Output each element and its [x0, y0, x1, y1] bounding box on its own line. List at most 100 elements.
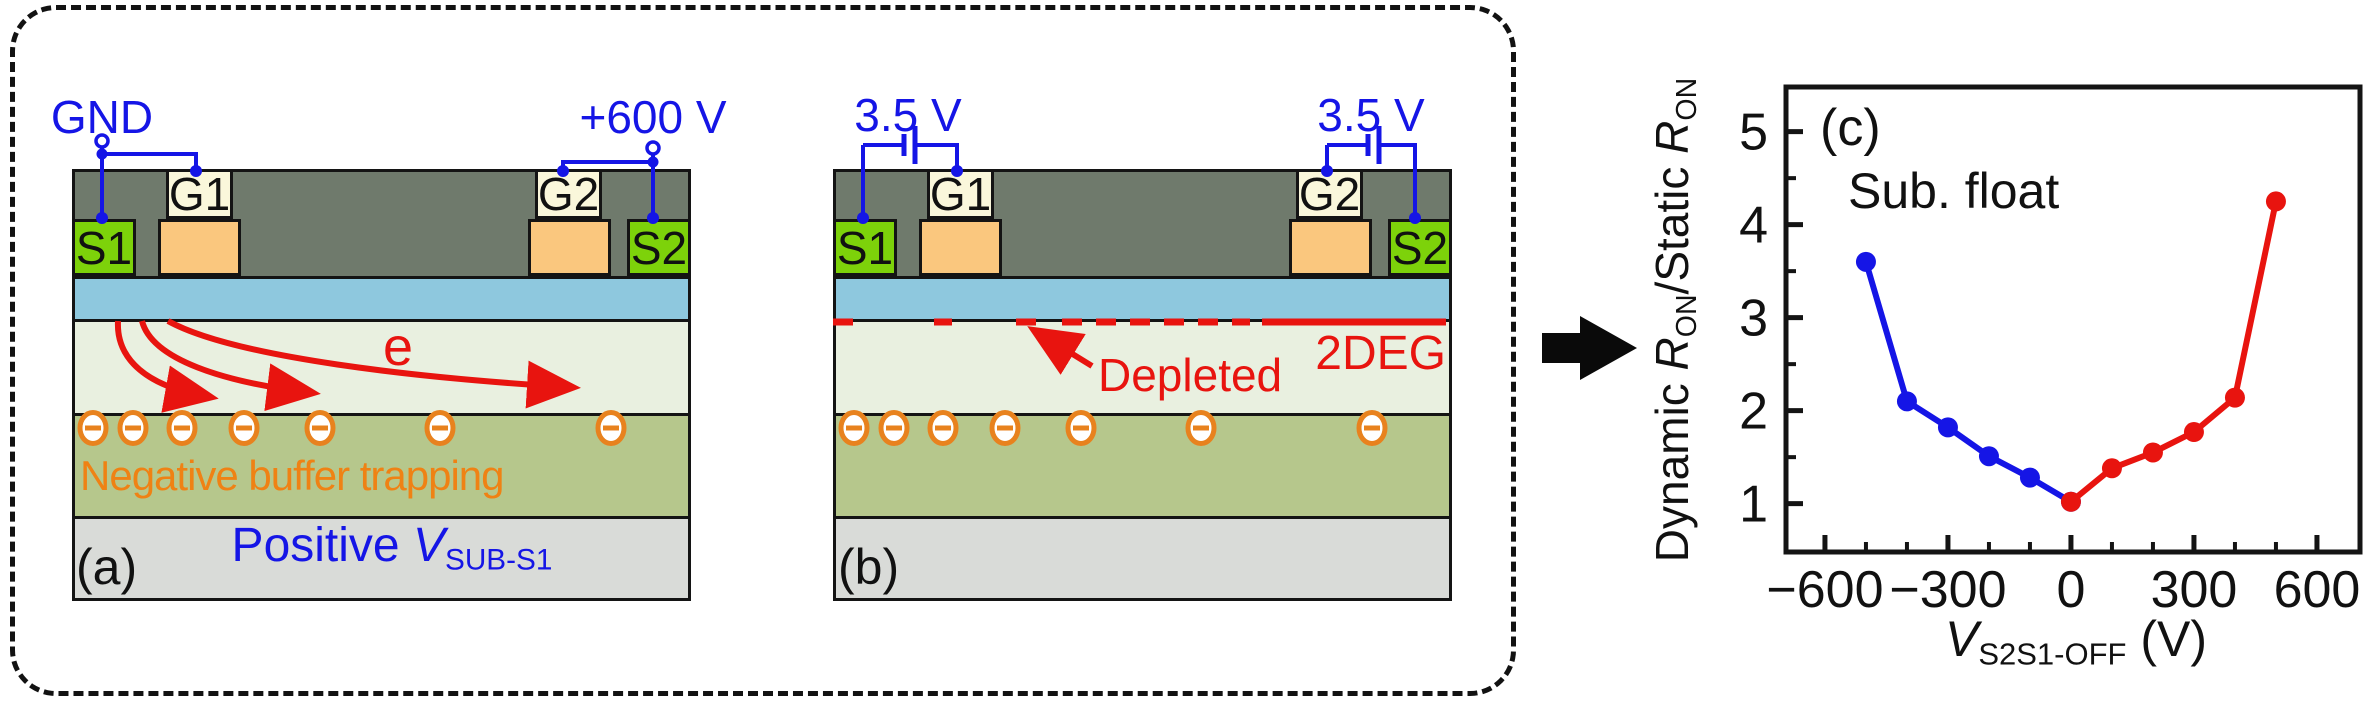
- y-axis-label: Dynamic RON/Static RON: [1642, 60, 1703, 580]
- trapped-electron-icon: [117, 410, 149, 446]
- y-tick-label: 1: [1739, 476, 1768, 534]
- series-line-negative-vs2s1-sweep: [1863, 260, 2073, 505]
- channel-layer-b: [836, 319, 1449, 413]
- hv-wiring: [557, 140, 661, 224]
- gate2-label-b: G2: [1298, 168, 1361, 220]
- x-axis-subscript: S2S1-OFF: [1978, 636, 2127, 672]
- x-tick-label: 300: [2151, 561, 2238, 619]
- trapped-electron-icon: [1356, 410, 1388, 446]
- source1-contact-a: S1: [72, 219, 136, 276]
- y-tick-label: 4: [1739, 197, 1768, 255]
- gate1-metal-a: [158, 219, 241, 276]
- substrate-layer-b: [836, 516, 1449, 598]
- electron-label: e: [383, 317, 414, 377]
- data-point-positive-vs2s1-sweep: [2224, 387, 2245, 408]
- trapped-electron-icon: [927, 410, 959, 446]
- source1-label-a: S1: [75, 221, 133, 274]
- y-axis-symbol: R: [1646, 120, 1698, 154]
- trapped-electron-icon: [595, 410, 627, 446]
- trapped-electron-icon: [1185, 410, 1217, 446]
- battery-left-voltage-label: 3.5 V: [854, 89, 962, 141]
- trapped-electron-icon: [1065, 410, 1097, 446]
- 2deg-label: 2DEG: [1315, 327, 1446, 380]
- y-axis-symbol: R: [1646, 337, 1698, 371]
- trapped-electron-icons: [77, 410, 1388, 446]
- panel-a-label: (a): [76, 539, 138, 595]
- substrate-bias-label: Positive VSUB-S1: [232, 518, 553, 577]
- data-point-negative-vs2s1-sweep: [1896, 391, 1917, 412]
- data-point-positive-vs2s1-sweep: [2183, 422, 2204, 443]
- gate2-label-a: G2: [537, 168, 600, 220]
- depleted-label: Depleted: [1098, 349, 1283, 401]
- data-point-positive-vs2s1-sweep: [2265, 191, 2286, 212]
- source2-contact-a: S2: [627, 219, 691, 276]
- source2-label-b: S2: [1391, 221, 1449, 274]
- y-tick-label: 3: [1739, 290, 1768, 348]
- y-tick-label: 2: [1739, 383, 1768, 441]
- data-point-positive-vs2s1-sweep: [2060, 491, 2081, 512]
- x-tick-label: −600: [1766, 561, 1883, 619]
- gate1-metal-b: [919, 219, 1002, 276]
- source1-label-b: S1: [836, 221, 894, 274]
- gate1-label-box-a: G1: [166, 168, 233, 220]
- trapped-electron-icon: [166, 410, 198, 446]
- substrate-bias-prefix: Positive: [231, 519, 413, 572]
- gate1-label-b: G1: [929, 168, 992, 220]
- chart-plot-area: −600 −300 0 300 600 1 2 3 4 5: [1739, 84, 2363, 619]
- barrier-layer-a: [75, 276, 688, 319]
- x-axis-symbol: V: [1944, 611, 1979, 667]
- data-point-positive-vs2s1-sweep: [2142, 442, 2163, 463]
- chart-annotation: Sub. float: [1848, 163, 2060, 219]
- electron-flow-arrows: [114, 318, 581, 413]
- electron-arrow-3: [166, 318, 581, 409]
- trapped-electron-icon: [304, 410, 336, 446]
- buffer-trapping-label: Negative buffer trapping: [80, 452, 505, 499]
- trapped-electron-icon: [878, 410, 910, 446]
- electron-arrow-1: [114, 320, 219, 413]
- data-point-negative-vs2s1-sweep: [2019, 467, 2040, 488]
- series-line-positive-vs2s1-sweep: [2069, 200, 2279, 505]
- panel-c-label: (c): [1820, 99, 1881, 157]
- trapped-electron-icon: [989, 410, 1021, 446]
- y-tick-label: 5: [1739, 104, 1768, 162]
- schematic-group-dashed-border: [10, 5, 1516, 696]
- substrate-bias-subscript: SUB-S1: [444, 543, 553, 577]
- panel-b-label: (b): [838, 539, 900, 595]
- data-point-negative-vs2s1-sweep: [1937, 417, 1958, 438]
- x-axis-unit: (V): [2126, 611, 2208, 667]
- battery-left: [857, 126, 963, 224]
- battery-right: [1321, 126, 1421, 224]
- gate2-metal-b: [1289, 219, 1372, 276]
- trapped-electron-icon: [228, 410, 260, 446]
- source2-label-a: S2: [630, 221, 688, 274]
- y-axis-label-part: /Static: [1646, 153, 1698, 295]
- gnd-wiring: [94, 133, 202, 224]
- data-point-negative-vs2s1-sweep: [1855, 251, 1876, 272]
- data-point-negative-vs2s1-sweep: [1978, 446, 1999, 467]
- depleted-pointer-arrow: [1027, 326, 1094, 375]
- x-axis-label: VS2S1-OFF (V): [1896, 610, 2256, 673]
- gnd-label: GND: [50, 91, 154, 143]
- substrate-bias-symbol: V: [412, 519, 445, 572]
- trapped-electron-icon: [424, 410, 456, 446]
- gate1-label-a: G1: [168, 168, 231, 220]
- data-point-positive-vs2s1-sweep: [2101, 458, 2122, 479]
- x-tick-label: 600: [2274, 561, 2361, 619]
- battery-right-voltage-label: 3.5 V: [1317, 89, 1425, 141]
- trapped-electron-icon: [838, 410, 870, 446]
- flow-arrow-icon: [1542, 316, 1637, 380]
- gate2-label-box-b: G2: [1296, 168, 1363, 220]
- electron-arrow-2: [139, 320, 321, 412]
- source1-contact-b: S1: [833, 219, 897, 276]
- trapped-electron-icon: [77, 410, 109, 446]
- y-axis-subscript: ON: [1670, 294, 1703, 338]
- barrier-layer-b: [836, 276, 1449, 319]
- x-tick-label: −300: [1889, 561, 2006, 619]
- x-tick-label: 0: [2056, 561, 2085, 619]
- y-axis-label-part: Dynamic: [1646, 370, 1698, 563]
- substrate-layer-a: [75, 516, 688, 598]
- y-axis-subscript: ON: [1670, 77, 1703, 121]
- gate2-metal-a: [528, 219, 611, 276]
